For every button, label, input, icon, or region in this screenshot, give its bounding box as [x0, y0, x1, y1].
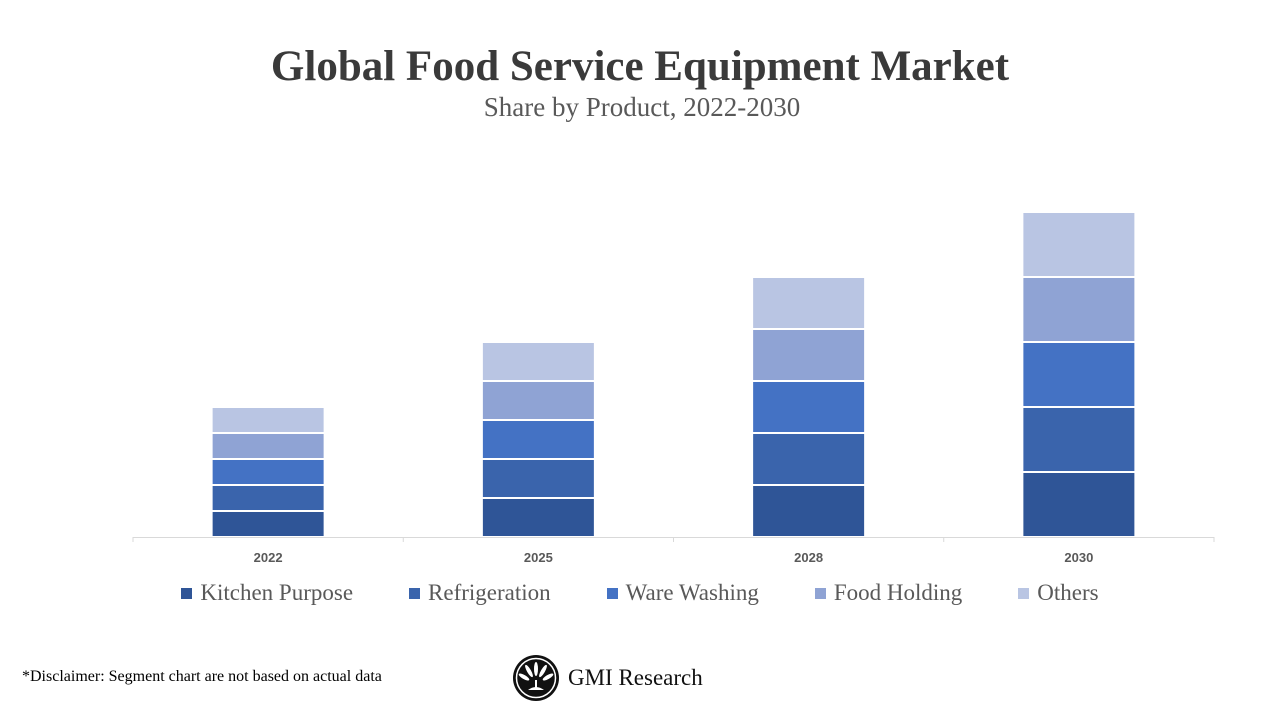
bar-segment-refrigeration-2028 [751, 432, 867, 486]
bar-segment-food-holding-2028 [751, 328, 867, 382]
bar-segment-others-2025 [480, 341, 596, 382]
legend-label: Refrigeration [428, 580, 551, 605]
logo-text: GMI Research [568, 665, 703, 690]
legend-label: Ware Washing [625, 580, 759, 605]
x-tick-label: 2030 [1064, 550, 1093, 565]
bar-segment-refrigeration-2025 [480, 458, 596, 499]
legend-label: Kitchen Purpose [200, 580, 354, 605]
bar-segment-kitchen-purpose-2022 [210, 510, 326, 538]
legend: Kitchen Purpose Refrigeration Ware Washing… [0, 580, 1280, 606]
bar-segment-others-2030 [1021, 211, 1137, 278]
legend-label: Food Holding [833, 580, 963, 605]
bar-segment-food-holding-2022 [210, 432, 326, 460]
bar-segment-others-2028 [751, 276, 867, 330]
x-tick-label: 2022 [254, 550, 283, 565]
bar-segment-ware-washing-2022 [210, 458, 326, 486]
bar-segment-kitchen-purpose-2030 [1021, 471, 1137, 538]
legend-swatch [1018, 587, 1030, 599]
legend-swatch [606, 587, 618, 599]
bar-segment-ware-washing-2028 [751, 380, 867, 434]
bar-segment-others-2022 [210, 406, 326, 434]
disclaimer: *Disclaimer: Segment chart are not based… [22, 668, 382, 685]
bar-segment-food-holding-2025 [480, 380, 596, 421]
gmi-logo: GMI Research [512, 654, 703, 702]
legend-swatch [181, 587, 193, 599]
bar-segment-ware-washing-2025 [480, 419, 596, 460]
legend-item: Kitchen Purpose [181, 580, 353, 606]
legend-item: Food Holding [814, 580, 963, 606]
bar-segment-food-holding-2030 [1021, 276, 1137, 343]
bar-segment-ware-washing-2030 [1021, 341, 1137, 408]
legend-swatch [814, 587, 826, 599]
x-tick-label: 2028 [794, 550, 823, 565]
bar-segment-refrigeration-2030 [1021, 406, 1137, 473]
legend-item: Ware Washing [606, 580, 759, 606]
logo-emblem-icon [513, 655, 559, 701]
chart-subtitle: Share by Product, 2022-2030 [483, 92, 801, 122]
legend-swatch [409, 587, 421, 599]
legend-item: Others [1018, 580, 1099, 606]
bar-segment-kitchen-purpose-2028 [751, 484, 867, 538]
bar-segment-refrigeration-2022 [210, 484, 326, 512]
x-tick-label: 2025 [524, 550, 553, 565]
legend-label: Others [1037, 580, 1099, 605]
legend-item: Refrigeration [409, 580, 551, 606]
bar-segment-kitchen-purpose-2025 [480, 497, 596, 538]
chart-title: Global Food Service Equipment Market [270, 43, 1010, 90]
